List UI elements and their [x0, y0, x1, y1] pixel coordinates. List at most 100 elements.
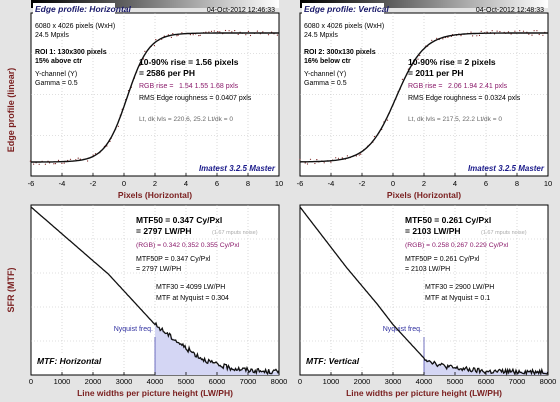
edge-sample-point [386, 119, 389, 121]
edge-sample-point [181, 32, 183, 34]
rgb-values: (RGB) = 0.258 0.267 0.229 Cy/Pxl [405, 242, 509, 249]
edge-sample-point [29, 160, 31, 162]
nyquist-label: Nyquist freq. [383, 326, 422, 333]
x-tick-label: 4000 [416, 377, 433, 386]
edge-sample-point [38, 163, 40, 165]
panel-title: MTF: Vertical [306, 356, 360, 366]
edge-sample-point [142, 58, 145, 60]
edge-sample-point [536, 30, 538, 32]
edge-sample-point [245, 34, 247, 36]
edge-sample-point [262, 31, 264, 33]
title-background [33, 3, 115, 14]
edge-sample-point [330, 161, 332, 163]
mtf50p-lwph: = 2103 LW/PH [405, 266, 450, 273]
edge-sample-point [198, 35, 200, 37]
edge-sample-point [249, 34, 252, 37]
x-tick-label: 0 [122, 179, 126, 188]
edge-sample-point [480, 30, 482, 32]
edge-sample-point [54, 163, 57, 165]
edge-sample-point [172, 33, 174, 35]
title-background [302, 3, 384, 14]
edge-sample-point [360, 153, 362, 155]
gamma-label: Gamma = 0.5 [35, 80, 78, 87]
edge-sample-point [337, 157, 340, 159]
edge-sample-point [314, 162, 316, 165]
info-line: 24.5 Mpxls [35, 32, 69, 39]
mtf50p: MTF50P = 0.347 Cy/Pxl [136, 256, 211, 263]
x-tick-label: 8 [246, 179, 250, 188]
edge-sample-point [117, 125, 119, 127]
edge-sample-point [77, 157, 79, 159]
edge-sample-point [496, 30, 498, 32]
edge-sample-point [306, 163, 309, 165]
edge-sample-point [431, 39, 433, 42]
edge-sample-point [486, 31, 488, 33]
edge-sample-point [256, 30, 258, 32]
x-axis-label: Line widths per picture height (LW/PH) [77, 388, 233, 398]
roi-line: ROI 2: 300x130 pixels [304, 49, 376, 56]
mtf-at-nyquist: MTF at Nyquist = 0.1 [425, 295, 490, 302]
mtf-curve [30, 206, 280, 376]
edge-sample-point [531, 34, 533, 36]
rise-10-90: 10-90% rise = 1.56 pixels [139, 57, 239, 67]
edge-sample-point [170, 36, 172, 39]
edge-sample-point [237, 33, 239, 36]
edge-sample-point [309, 158, 312, 160]
watermark: Imatest 3.2.5 Master [468, 164, 545, 173]
x-tick-label: 7000 [509, 377, 526, 386]
edge-sample-point [528, 33, 530, 35]
x-tick-label: 2 [422, 179, 426, 188]
x-axis-label: Pixels (Horizontal) [118, 190, 192, 200]
edge-sample-point [228, 30, 230, 32]
edge-sample-point [460, 35, 462, 37]
mtf30: MTF30 = 2900 LW/PH [425, 284, 494, 291]
x-tick-label: 6 [215, 179, 219, 188]
edge-sample-point [519, 30, 521, 32]
edge-sample-point [341, 157, 343, 159]
edge-sample-point [87, 160, 89, 162]
edge-profile-vertical-panel: Edge profile: Vertical 04-Oct-2012 12:48:… [297, 3, 552, 200]
panel-title: Edge profile: Horizontal [35, 4, 132, 14]
edge-sample-point [436, 37, 438, 39]
x-tick-label: 10 [544, 179, 552, 188]
mtf-ylabel: SFR (MTF) [6, 268, 16, 313]
x-tick-label: 5000 [178, 377, 195, 386]
mtf-vertical-panel: Nyquist freq.MTF50 = 0.261 Cy/Pxl= 2103 … [298, 204, 557, 398]
rgb-rise-label: RGB rise = [408, 83, 442, 90]
levels: Lt, dk lvls = 220.6, 25.2 Lt/dk = 0 [139, 116, 233, 123]
edge-sample-point [355, 155, 357, 157]
edge-sample-point [192, 34, 194, 36]
x-axis-label: Line widths per picture height (LW/PH) [346, 388, 502, 398]
rgb-rise-values: 2.06 1.94 2.41 pxls [448, 83, 508, 90]
rise-per-ph: = 2011 per PH [408, 68, 464, 78]
mtf50-note: (1.67 mputs noise) [212, 230, 258, 236]
rms-roughness: RMS Edge roughness = 0.0407 pxls [139, 95, 252, 102]
edge-sample-point [61, 162, 63, 164]
rise-10-90: 10-90% rise = 2 pixels [408, 57, 496, 67]
edge-sample-point [499, 31, 501, 33]
edge-sample-point [247, 30, 250, 32]
rgb-rise-label: RGB rise = [139, 83, 173, 90]
x-tick-label: 0 [29, 377, 33, 386]
mtf50-lwph: = 2103 LW/PH [405, 226, 461, 236]
panel-title: Edge profile: Vertical [304, 4, 389, 14]
x-tick-label: 2000 [354, 377, 371, 386]
edge-sample-point [144, 50, 146, 53]
rgb-values: (RGB) = 0.342 0.352 0.355 Cy/Pxl [136, 242, 240, 249]
x-tick-label: 4000 [147, 377, 164, 386]
x-tick-label: 10 [275, 179, 283, 188]
x-tick-label: -4 [328, 179, 335, 188]
edge-sample-point [210, 30, 213, 32]
x-tick-label: 2000 [85, 377, 102, 386]
timestamp: 04-Oct-2012 12:48:33 [476, 7, 544, 14]
mtf30: MTF30 = 4099 LW/PH [156, 284, 225, 291]
x-tick-label: 4 [453, 179, 457, 188]
x-tick-label: 1000 [54, 377, 71, 386]
mtf-at-nyquist: MTF at Nyquist = 0.304 [156, 295, 229, 302]
roi-line: 15% above ctr [35, 58, 82, 65]
x-tick-label: 8000 [540, 377, 557, 386]
x-tick-label: 5000 [447, 377, 464, 386]
edge-sample-point [224, 29, 227, 32]
edge-sample-point [44, 163, 47, 165]
edge-profile-line [299, 32, 548, 163]
